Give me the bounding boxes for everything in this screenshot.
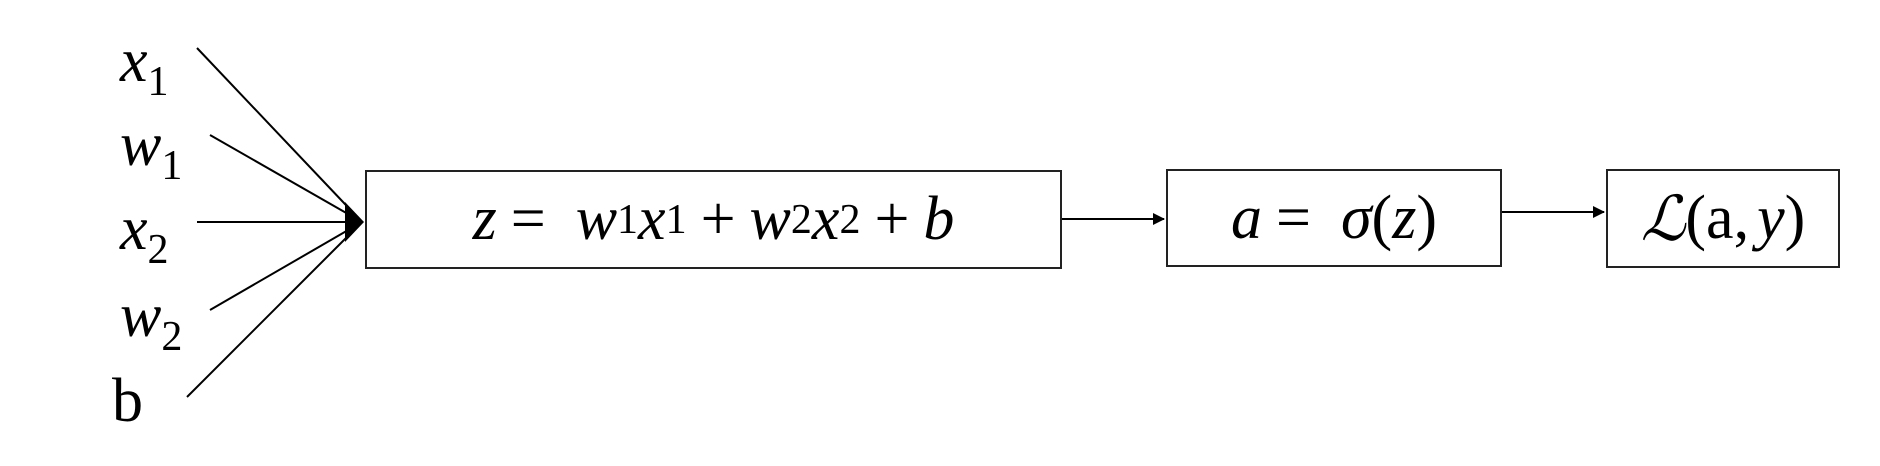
edge-w2-to-linear	[209, 221, 363, 311]
loss-box: ℒ(a, y)	[1606, 169, 1840, 268]
input-x1: x1	[120, 27, 169, 105]
activation-box: a = σ(z)	[1166, 169, 1502, 267]
edge-b-to-linear	[186, 221, 363, 398]
input-w2: w2	[120, 282, 183, 360]
input-x2: x2	[120, 195, 169, 273]
input-b: b	[112, 367, 143, 435]
input-w1: w1	[120, 111, 183, 189]
converge-arrowhead	[345, 202, 364, 242]
edge-w1-to-linear	[209, 134, 363, 223]
edge-x1-to-linear	[196, 47, 363, 223]
